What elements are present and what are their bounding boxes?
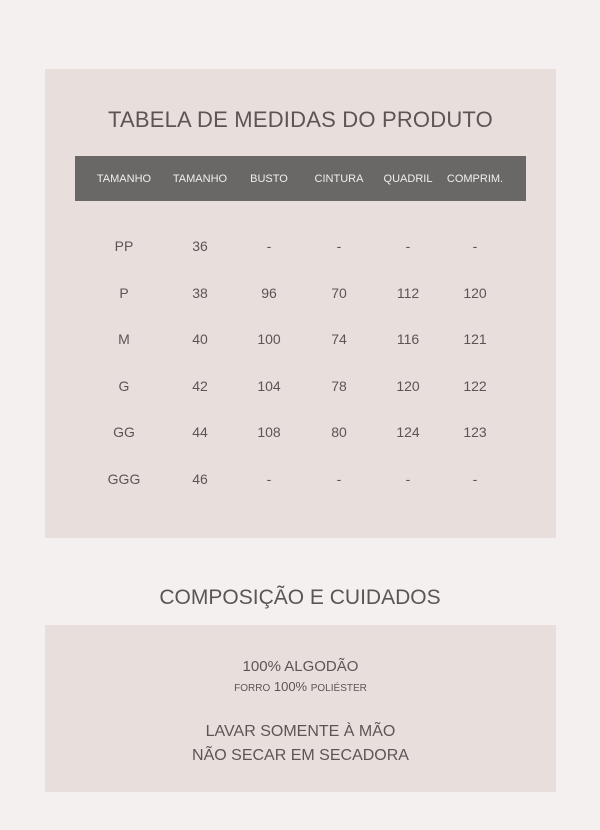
table-cell: M — [118, 331, 130, 348]
instruction-wash: LAVAR SOMENTE À MÃO — [205, 723, 396, 740]
column-header: CINTURA — [314, 173, 364, 185]
table-cell: 46 — [192, 471, 208, 487]
care-panel: 100% ALGODÃO FORRO 100% POLIÉSTER LAVAR … — [45, 625, 556, 792]
table-cell: 44 — [192, 424, 208, 441]
table-cell: - — [336, 471, 342, 487]
column-header: TAMANHO — [96, 173, 152, 185]
table-cell: GG — [113, 424, 135, 441]
table-cell: - — [405, 238, 411, 254]
table-cell: - — [336, 238, 342, 254]
table-cell: - — [472, 471, 478, 487]
table-cell: 104 — [257, 377, 281, 394]
table-cell: 112 — [396, 284, 420, 301]
column-header: TAMANHO — [172, 173, 228, 185]
column-header: QUADRIL — [383, 173, 433, 185]
instruction-dry: NÃO SECAR EM SECADORA — [192, 747, 409, 764]
lining-material: POLIÉSTER — [310, 683, 367, 694]
table-cell: - — [266, 471, 272, 487]
table-cell: 100 — [257, 331, 281, 348]
table-cell: 116 — [396, 331, 420, 348]
table-header: TAMANHO TAMANHO BUSTO CINTURA QUADRIL COMPRIM… — [75, 156, 526, 201]
table-cell: G — [118, 377, 130, 394]
table-cell: 74 — [331, 331, 347, 348]
table-cell: 36 — [192, 238, 208, 254]
table-cell: 121 — [463, 331, 487, 348]
measures-panel: TABELA DE MEDIDAS DO PRODUTO TAMANHO TAMA… — [45, 69, 556, 538]
table-cell: GGG — [107, 471, 141, 487]
table-cell: 38 — [192, 284, 208, 301]
lining-text: FORRO 100% POLIÉSTER — [45, 679, 556, 694]
table-cell: 80 — [331, 424, 347, 441]
table-cell: 122 — [463, 377, 487, 394]
table-cell: 108 — [257, 424, 281, 441]
table-cell: 120 — [463, 284, 487, 301]
table-cell: 96 — [261, 284, 277, 301]
table-cell: 42 — [192, 377, 208, 394]
table-cell: 78 — [331, 377, 347, 394]
measures-title: TABELA DE MEDIDAS DO PRODUTO — [108, 107, 493, 132]
table-cell: - — [472, 238, 478, 254]
table-cell: PP — [114, 238, 134, 254]
table-cell: 70 — [331, 284, 347, 301]
table-cell: - — [405, 471, 411, 487]
column-header: COMPRIM. — [446, 173, 504, 185]
care-title: COMPOSIÇÃO E CUIDADOS — [159, 586, 441, 609]
lining-percent: 100% — [273, 679, 308, 694]
table-cell: - — [266, 238, 272, 254]
column-header: BUSTO — [250, 173, 288, 185]
lining-prefix: FORRO — [234, 683, 271, 694]
composition-text: 100% ALGODÃO — [242, 658, 359, 675]
table-cell: 124 — [396, 424, 420, 441]
table-cell: P — [119, 284, 129, 301]
table-cell: 120 — [396, 377, 420, 394]
table-cell: 123 — [463, 424, 487, 441]
table-cell: 40 — [192, 331, 208, 348]
